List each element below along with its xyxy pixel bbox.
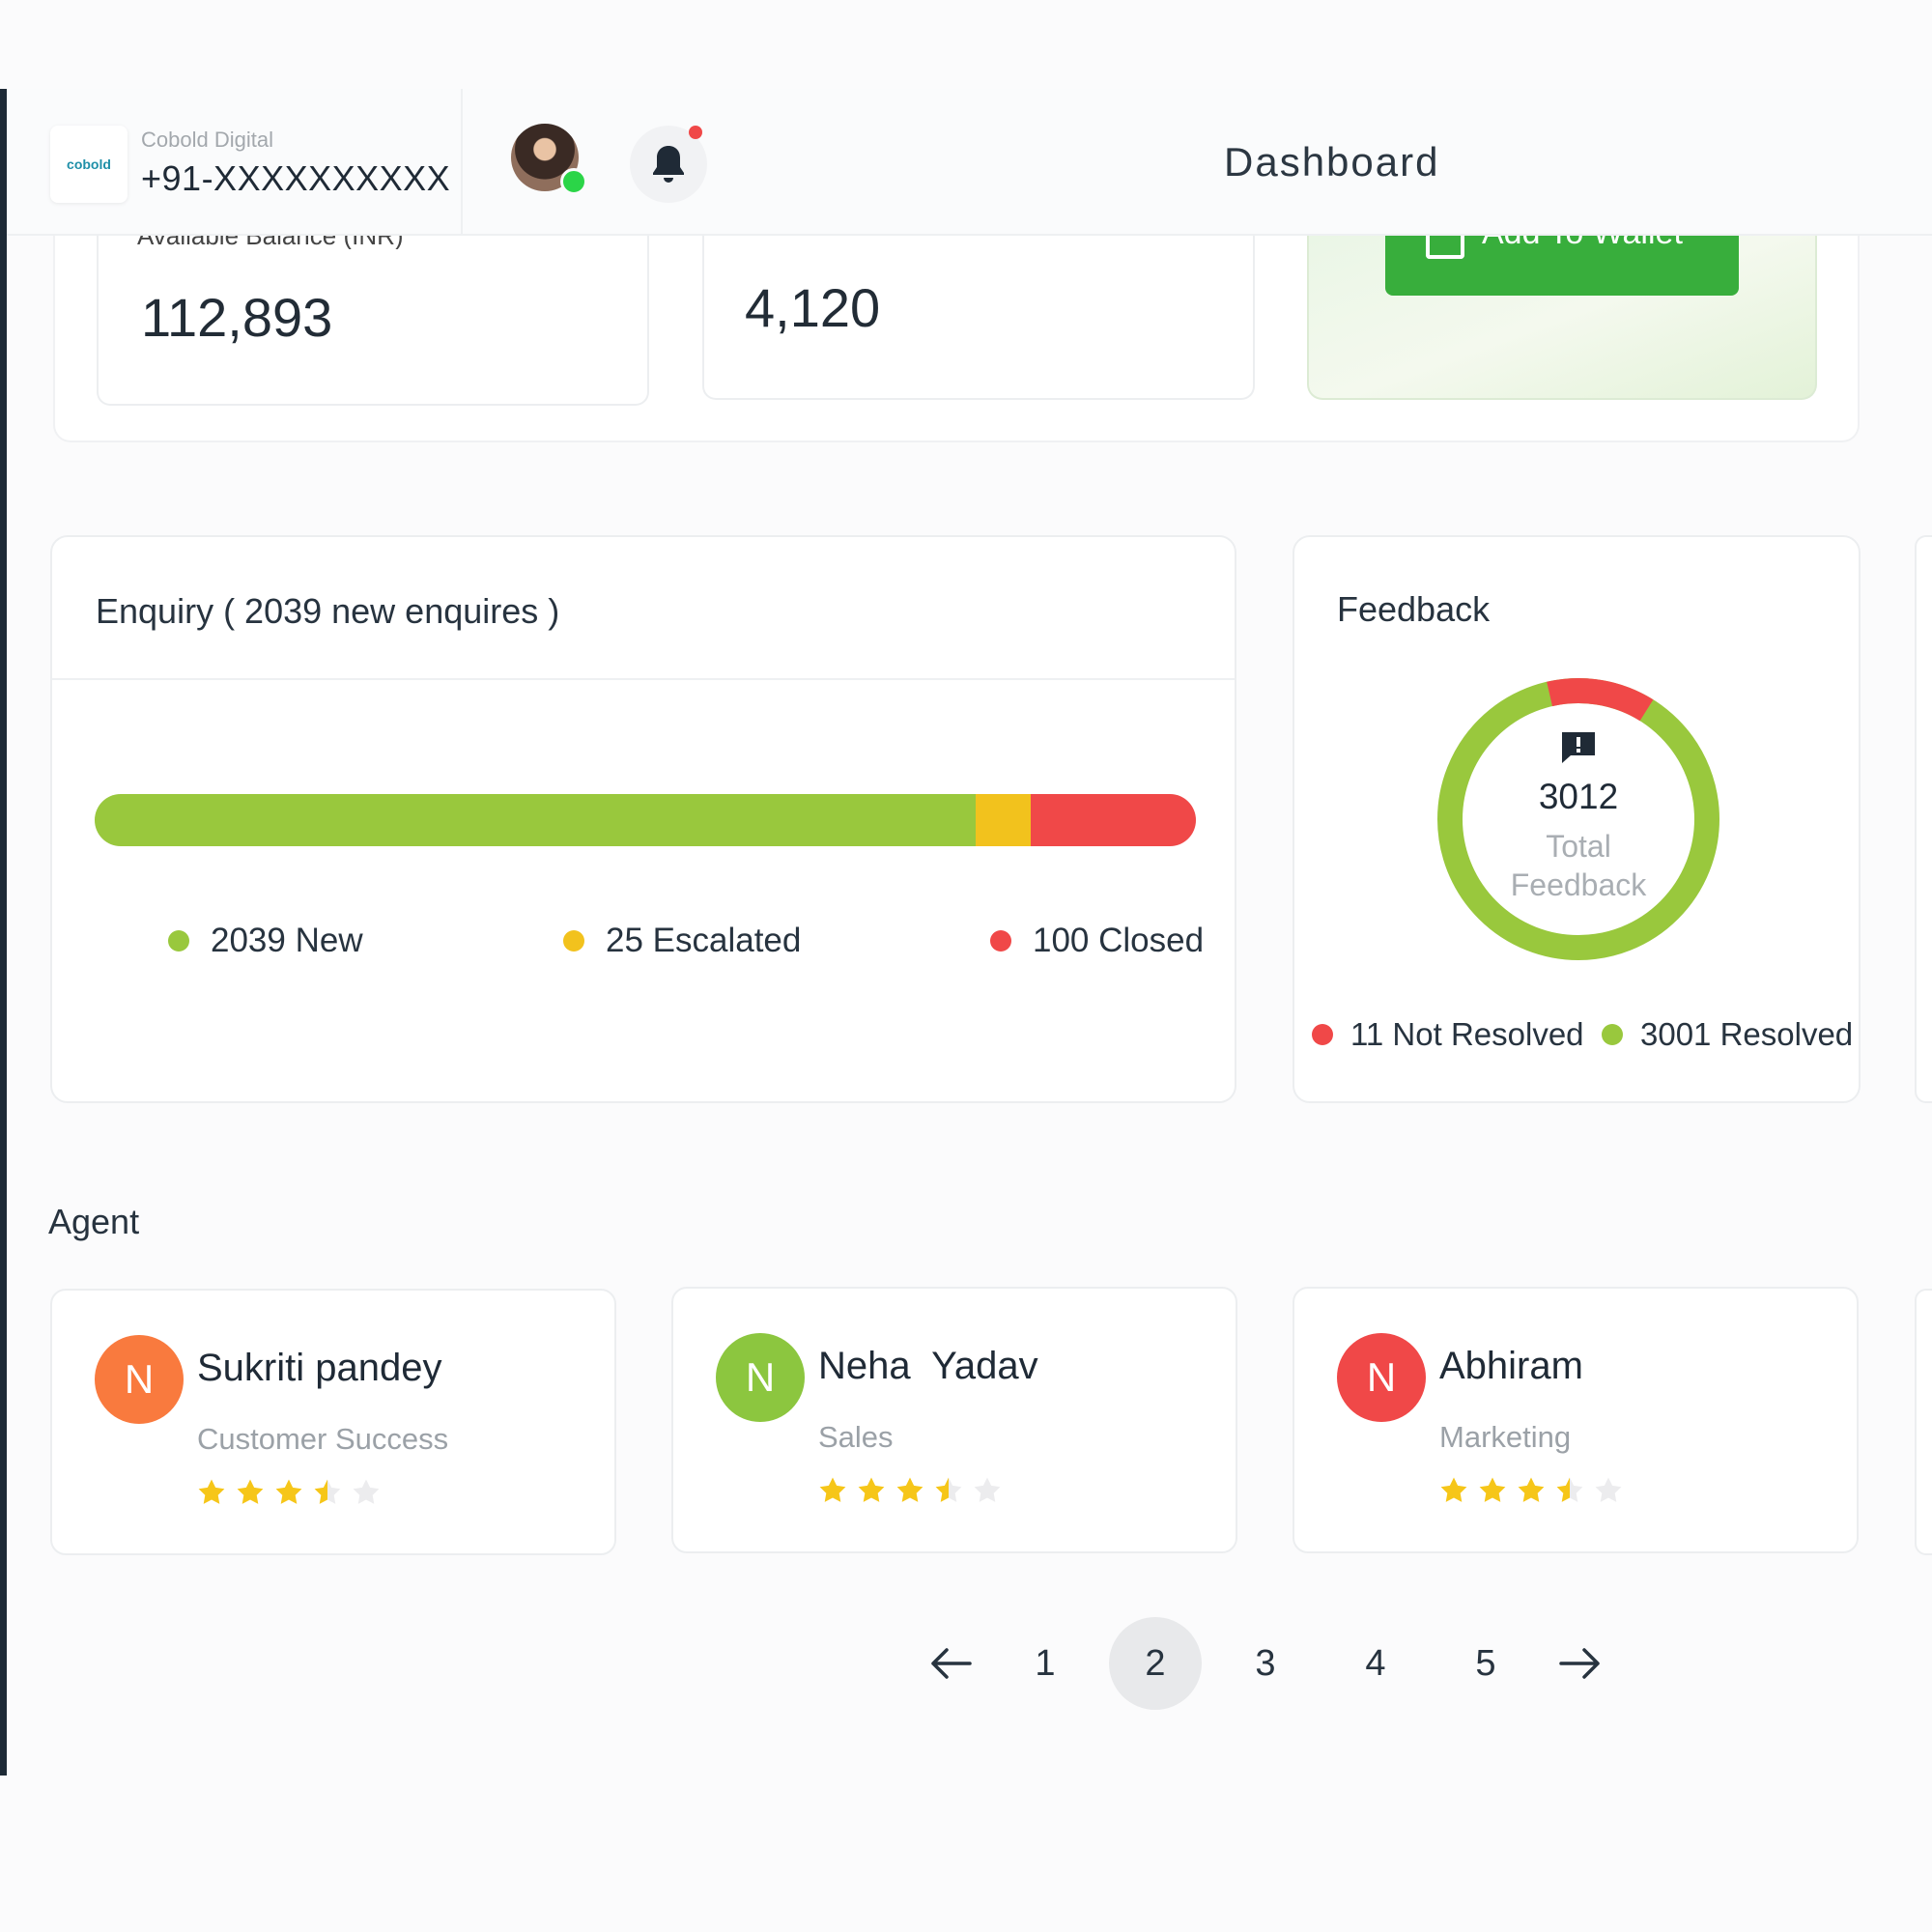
star-icon <box>974 1477 1001 1502</box>
page-title: Dashboard <box>1224 139 1440 185</box>
bar-segment-new <box>95 794 976 846</box>
page-5-button[interactable]: 5 <box>1475 1642 1496 1684</box>
add-to-wallet-button[interactable]: Add To Wallet <box>1385 236 1739 296</box>
feedback-message-icon <box>1562 732 1595 763</box>
online-status-icon <box>560 168 587 195</box>
enquiry-card: Enquiry ( 2039 new enquires ) 2039 New 2… <box>50 535 1236 1103</box>
star-icon <box>858 1477 885 1502</box>
balance-value: 112,893 <box>141 287 333 348</box>
legend-not-resolved: 11 Not Resolved <box>1312 1016 1584 1053</box>
bar-segment-escalated <box>976 794 1031 846</box>
star-icon <box>935 1477 962 1502</box>
enquiry-progress-bar <box>95 794 1196 846</box>
next-page-button[interactable] <box>1534 1617 1627 1710</box>
legend-not-resolved-label: 11 Not Resolved <box>1350 1016 1584 1052</box>
feedback-total: 3012 <box>1538 777 1619 816</box>
legend-resolved: 3001 Resolved <box>1602 1016 1853 1053</box>
company-logo: cobold <box>50 126 128 203</box>
offscreen-card-edge <box>1915 1289 1932 1555</box>
notification-dot-icon <box>689 126 702 139</box>
legend-dot-icon <box>990 930 1011 952</box>
balance-card: 112,893 <box>97 236 649 406</box>
secondary-stat-card: 4,120 <box>702 236 1255 400</box>
agent-rating <box>1439 1476 1623 1505</box>
agent-avatar: N <box>95 1335 184 1424</box>
legend-dot-icon <box>168 930 189 952</box>
legend-new-label: 2039 New <box>211 922 363 959</box>
sidebar-edge <box>0 89 7 1776</box>
star-icon <box>819 1477 846 1502</box>
agent-card[interactable]: N Sukriti pandey Customer Success <box>50 1289 616 1555</box>
caption-line-1: Total <box>1546 829 1611 864</box>
org-phone: +91-XXXXXXXXXX <box>141 158 451 198</box>
balance-label: Available Balance (INR) <box>137 236 446 249</box>
star-icon <box>1595 1477 1622 1502</box>
star-icon <box>896 1477 923 1502</box>
offscreen-card-edge <box>1915 535 1932 1103</box>
legend-dot-icon <box>1312 1024 1333 1045</box>
org-switcher[interactable]: cobold Cobold Digital +91-XXXXXXXXXX <box>7 89 463 236</box>
agent-card[interactable]: N Neha Yadav Sales <box>671 1287 1237 1553</box>
top-header: cobold Cobold Digital +91-XXXXXXXXXX Das… <box>7 89 1932 236</box>
page-1-button[interactable]: 1 <box>1035 1642 1056 1684</box>
prev-page-button[interactable] <box>904 1617 997 1710</box>
legend-resolved-label: 3001 Resolved <box>1640 1016 1854 1052</box>
wallet-icon <box>1426 236 1464 259</box>
star-icon <box>314 1479 341 1504</box>
secondary-stat-value: 4,120 <box>745 277 881 338</box>
agent-avatar: N <box>1337 1333 1426 1422</box>
agent-rating <box>818 1476 1002 1505</box>
enquiry-title: Enquiry ( 2039 new enquires ) <box>96 591 560 631</box>
agent-role: Sales <box>818 1420 894 1454</box>
legend-new: 2039 New <box>168 922 363 960</box>
star-icon <box>353 1479 380 1504</box>
bar-segment-closed <box>1031 794 1196 846</box>
star-icon <box>237 1479 264 1504</box>
legend-escalated-label: 25 Escalated <box>606 922 802 959</box>
star-icon <box>1518 1477 1545 1502</box>
legend-dot-icon <box>563 930 584 952</box>
logo-text: cobold <box>67 156 111 172</box>
donut-not-resolved-arc <box>1437 677 1719 960</box>
legend-escalated: 25 Escalated <box>563 922 801 960</box>
feedback-total-caption: Total Feedback <box>1435 827 1721 904</box>
org-name: Cobold Digital <box>141 128 273 152</box>
agent-section-title: Agent <box>48 1202 140 1241</box>
bell-icon <box>653 146 684 183</box>
caption-line-2: Feedback <box>1510 867 1647 902</box>
donut-resolved-arc <box>1437 678 1719 960</box>
agent-name: Neha Yadav <box>818 1345 1038 1387</box>
star-icon <box>1556 1477 1583 1502</box>
legend-dot-icon <box>1602 1024 1623 1045</box>
page-3-button[interactable]: 3 <box>1255 1642 1276 1684</box>
divider <box>52 678 1235 680</box>
feedback-card: Feedback 3012 Total Feedback 11 Not Reso… <box>1293 535 1861 1103</box>
feedback-donut-chart <box>1437 677 1719 960</box>
feedback-title: Feedback <box>1337 589 1491 629</box>
star-icon <box>275 1479 302 1504</box>
agent-rating <box>197 1478 381 1507</box>
agent-role: Marketing <box>1439 1420 1572 1454</box>
agent-name: Abhiram <box>1439 1345 1583 1387</box>
star-icon <box>198 1479 225 1504</box>
star-icon <box>1440 1477 1467 1502</box>
agent-card[interactable]: N Abhiram Marketing <box>1293 1287 1859 1553</box>
add-to-wallet-label: Add To Wallet <box>1482 236 1683 252</box>
agent-role: Customer Success <box>197 1422 449 1456</box>
legend-closed-label: 100 Closed <box>1033 922 1205 959</box>
star-icon <box>1479 1477 1506 1502</box>
page-4-button[interactable]: 4 <box>1365 1642 1386 1684</box>
agent-name: Sukriti pandey <box>197 1347 442 1389</box>
page-2-button[interactable]: 2 <box>1109 1617 1202 1710</box>
agent-avatar: N <box>716 1333 805 1422</box>
legend-closed: 100 Closed <box>990 922 1204 960</box>
arrow-left-icon <box>931 1648 972 1679</box>
arrow-right-icon <box>1559 1648 1600 1679</box>
